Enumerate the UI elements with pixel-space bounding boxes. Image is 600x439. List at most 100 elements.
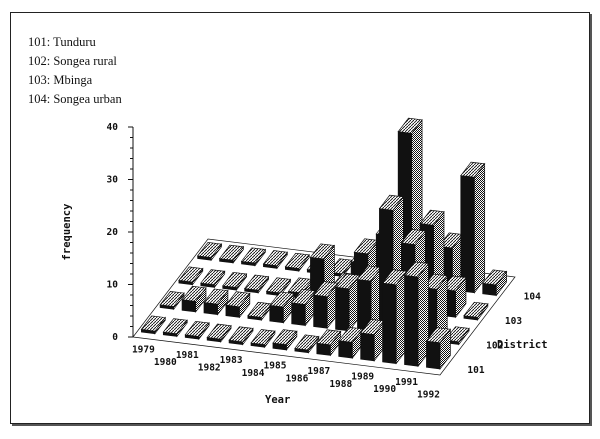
x-tick-label: 1983	[220, 355, 243, 366]
bar-101-1983	[228, 326, 254, 346]
bar-103-1980	[200, 269, 226, 289]
bar-top-face	[162, 318, 188, 335]
bar-103-1981	[222, 271, 248, 292]
x-tick-label: 1980	[154, 357, 177, 368]
bar-101-1988	[338, 326, 364, 360]
legend-item-103: 103: Mbinga	[28, 73, 93, 87]
bar-101-1984	[250, 329, 276, 349]
bar-101-1992	[425, 327, 452, 371]
y-tick-label: 40	[107, 122, 119, 133]
bar-top-face	[262, 250, 288, 267]
bar-front-face	[482, 282, 497, 296]
legend-item-104: 104: Songea urban	[28, 92, 122, 106]
bar-103-1983	[265, 277, 292, 297]
bar-top-face	[225, 291, 251, 308]
bar-top-face	[181, 285, 207, 302]
bar-101-1986	[294, 334, 320, 354]
bar-top-face	[240, 247, 267, 264]
bar-top-face	[228, 326, 254, 343]
bar-top-face	[316, 329, 342, 346]
bar-top-face	[463, 301, 489, 318]
bar-101-1989	[360, 319, 386, 362]
bar-top-face	[397, 117, 423, 134]
bar-top-face	[284, 252, 310, 269]
x-tick-label: 1990	[373, 384, 396, 395]
bar-top-face	[444, 326, 470, 343]
z-tick-label: 104	[524, 291, 541, 302]
bar-top-face	[403, 261, 430, 278]
bar-102-1992	[444, 326, 470, 346]
bar-top-face	[378, 194, 404, 211]
bar-104-1980	[218, 244, 245, 264]
x-tick-label: 1982	[198, 363, 221, 374]
bar-front-face	[426, 340, 441, 370]
bar-top-face	[338, 326, 364, 343]
x-tick-label: 1989	[351, 372, 374, 383]
bar-101-1979	[140, 315, 166, 335]
bar-top-face	[482, 269, 508, 286]
bar-side-face	[474, 162, 486, 294]
bar-top-face	[140, 315, 166, 332]
bar-102-1987	[334, 273, 361, 332]
bar-top-face	[425, 327, 452, 344]
bar-top-face	[422, 273, 448, 290]
x-tick-label: 1987	[307, 366, 330, 377]
bar-front-face	[291, 302, 306, 326]
bar-top-face	[419, 209, 445, 226]
bar-front-face	[269, 304, 284, 324]
x-tick-label: 1984	[242, 368, 265, 379]
x-tick-label: 1986	[285, 373, 308, 384]
bar-top-face	[294, 334, 320, 351]
bar-top-face	[381, 269, 408, 286]
bar-102-1985	[291, 288, 317, 327]
bar-top-face	[265, 277, 292, 294]
x-tick-label: 1985	[264, 361, 287, 372]
y-tick-label: 0	[112, 332, 118, 343]
bar-top-face	[184, 320, 210, 337]
bar-top-face	[272, 329, 298, 346]
y-tick-label: 30	[107, 175, 119, 186]
legend-item-102: 102: Songea rural	[28, 54, 117, 68]
bar-front-face	[203, 302, 218, 316]
bar-top-face	[291, 288, 317, 305]
bar-104-1981	[240, 247, 267, 267]
x-tick-label: 1992	[417, 390, 440, 401]
z-tick-label: 102	[486, 340, 503, 351]
bar-top-face	[244, 274, 270, 291]
bar-101-1990	[381, 269, 408, 365]
bar-top-face	[312, 281, 339, 298]
bar-102-1981	[203, 288, 229, 316]
bar-101-1981	[184, 320, 210, 341]
bar-top-face	[460, 161, 486, 178]
bar-front-face	[338, 340, 353, 359]
x-tick-label: 1981	[176, 350, 199, 361]
bar-101-1980	[162, 318, 188, 338]
bar-front-face	[404, 274, 419, 367]
z-tick-label: 103	[505, 316, 522, 327]
bar-102-1980	[181, 285, 207, 313]
bar-104-1991	[460, 161, 486, 294]
bar-101-1985	[272, 329, 298, 352]
bar-103-1982	[244, 274, 270, 294]
bar-top-face	[400, 229, 426, 245]
bar-101-1991	[403, 261, 430, 368]
bar-front-face	[460, 175, 475, 294]
legend-item-101: 101: Tunduru	[28, 35, 96, 49]
x-tick-label: 1991	[395, 377, 418, 388]
bar-101-1987	[316, 329, 342, 357]
bar-top-face	[269, 291, 295, 308]
bar-front-face	[360, 332, 375, 362]
bar-top-face	[178, 266, 204, 283]
bar-102-1984	[269, 291, 295, 324]
bar-top-face	[206, 323, 232, 340]
bar-102-1986	[312, 281, 339, 330]
bar-top-face	[334, 273, 361, 290]
bar-102-1982	[225, 291, 251, 319]
bar-104-1982	[262, 250, 288, 270]
bar-top-face	[218, 244, 245, 261]
bar-101-1982	[206, 323, 232, 343]
bar-top-face	[200, 269, 226, 286]
z-axis-title: District	[497, 339, 548, 351]
legend: 101: Tunduru 102: Songea rural 103: Mbin…	[28, 33, 122, 109]
